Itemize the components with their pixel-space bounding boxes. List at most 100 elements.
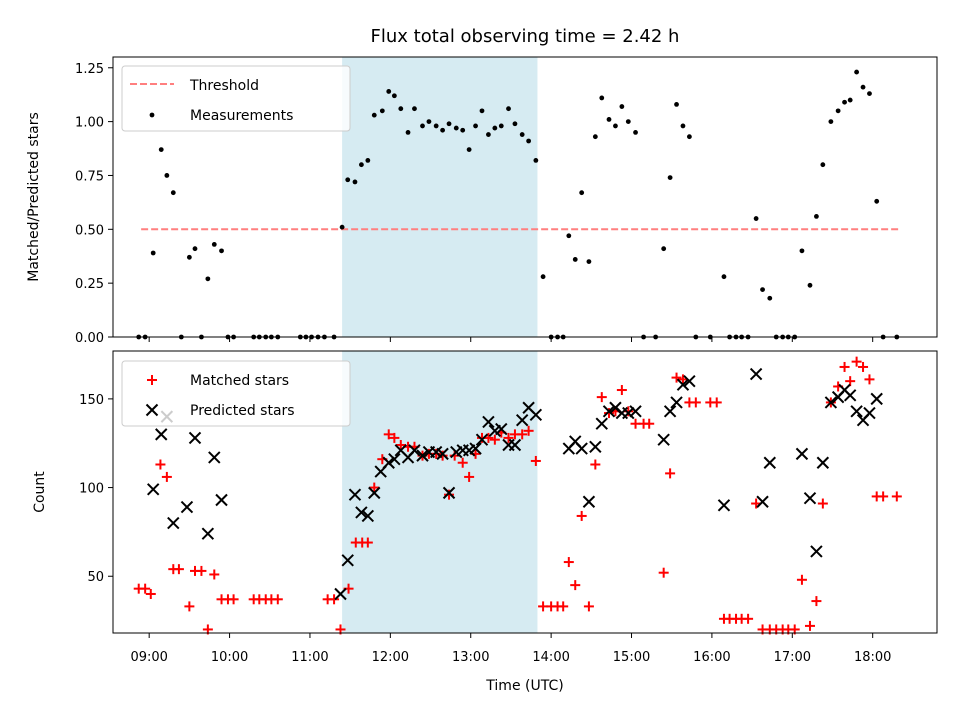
measurement-point xyxy=(835,108,841,114)
ratio-panel-observing-window xyxy=(342,57,538,337)
measurement-point xyxy=(592,134,598,140)
measurement-point xyxy=(492,125,498,131)
predicted-star-point xyxy=(188,431,202,445)
predicted-star-point xyxy=(208,451,221,464)
measurement-point xyxy=(192,246,198,252)
measurement-point xyxy=(613,123,618,129)
x-tick-label: 18:00 xyxy=(854,650,891,665)
matched-star-point xyxy=(845,376,856,387)
predicted-star-point xyxy=(495,422,508,436)
matched-star-point xyxy=(464,471,475,482)
predicted-star-point xyxy=(629,405,642,418)
predicted-star-point xyxy=(475,433,489,446)
measurement-point xyxy=(386,89,392,94)
measurement-point xyxy=(854,69,860,75)
measurement-point xyxy=(828,119,834,125)
matched-star-point xyxy=(796,574,807,585)
predicted-star-point xyxy=(795,447,809,461)
y-tick-label: 1.25 xyxy=(75,62,104,77)
y-tick-label: 0.75 xyxy=(75,169,104,184)
predicted-star-point xyxy=(663,405,677,418)
measurement-point xyxy=(807,282,813,288)
measurement-point xyxy=(359,162,364,168)
count-panel-y-axis: 50 100 150 xyxy=(79,393,113,585)
matched-star-point xyxy=(878,491,889,502)
matched-star-point xyxy=(558,601,569,612)
measurement-point xyxy=(799,248,805,254)
predicted-star-point xyxy=(348,488,362,501)
legend-predicted-label: Predicted stars xyxy=(190,403,295,419)
measurement-point xyxy=(345,177,351,183)
matched-star-point xyxy=(530,455,541,466)
matched-star-point xyxy=(517,429,528,440)
matched-star-point xyxy=(576,510,587,521)
x-tick-label: 12:00 xyxy=(372,650,409,665)
predicted-star-point xyxy=(575,442,588,455)
matched-star-point xyxy=(145,588,156,599)
matched-star-point xyxy=(503,432,514,443)
predicted-star-point xyxy=(482,415,495,429)
matched-star-point xyxy=(858,361,869,372)
measurement-point xyxy=(158,147,164,153)
x-tick-label: 16:00 xyxy=(693,650,730,665)
ratio-panel-legend-box xyxy=(121,65,351,132)
measurement-point xyxy=(170,190,176,196)
measurement-point xyxy=(498,123,504,129)
predicted-star-point xyxy=(803,492,817,505)
ratio-panel-legend: Threshold Measurements xyxy=(121,65,351,132)
measurement-point xyxy=(674,101,679,107)
x-tick-label: 13:00 xyxy=(452,650,489,665)
measurement-point xyxy=(661,246,667,252)
count-panel: 50 100 150 09:00 10:00 11:00 12:00 13:00 14:00 1… xyxy=(32,350,938,694)
x-tick-label: 10:00 xyxy=(211,650,248,665)
matched-star-point xyxy=(891,491,902,502)
count-panel-y-label: Count xyxy=(32,471,48,513)
measurement-point xyxy=(211,241,217,247)
measurement-point xyxy=(842,99,847,105)
measurement-point xyxy=(579,190,585,196)
ratio-panel-x-ticks xyxy=(148,337,874,342)
measurement-point xyxy=(440,127,445,133)
predicted-star-point xyxy=(167,516,180,530)
measurement-point xyxy=(847,97,853,103)
predicted-star-point xyxy=(215,493,228,507)
predicted-star-point xyxy=(146,483,160,496)
predicted-star-point xyxy=(508,438,522,452)
measurement-point xyxy=(433,123,439,129)
predicted-star-point xyxy=(816,456,830,469)
measurement-point xyxy=(186,254,192,260)
predicted-star-point xyxy=(180,500,194,514)
measurement-point xyxy=(164,173,170,178)
matched-star-point xyxy=(196,565,207,576)
y-tick-label: 1.00 xyxy=(75,116,104,131)
count-panel-legend: Matched stars Predicted stars xyxy=(121,360,351,427)
predicted-star-point xyxy=(334,587,347,601)
matched-star-point xyxy=(851,356,862,367)
measurement-point xyxy=(426,119,432,125)
measurement-point xyxy=(767,295,773,301)
legend-threshold-label: Threshold xyxy=(189,78,259,94)
predicted-star-point xyxy=(382,456,395,469)
count-panel-x-axis: 09:00 10:00 11:00 12:00 13:00 14:00 15:00 16:00… xyxy=(130,633,891,665)
matched-star-point xyxy=(671,372,682,383)
matched-star-point xyxy=(583,601,594,612)
predicted-star-point xyxy=(810,545,823,558)
matched-star-point xyxy=(644,418,655,429)
matched-star-point xyxy=(658,567,669,578)
predicted-star-point xyxy=(622,406,635,420)
measurement-point xyxy=(566,233,572,239)
measurement-point xyxy=(526,138,532,144)
x-axis-label: Time (UTC) xyxy=(485,678,563,694)
x-tick-label: 14:00 xyxy=(532,650,569,665)
x-tick-label: 11:00 xyxy=(291,650,328,665)
predicted-star-point xyxy=(515,413,529,427)
measurement-point xyxy=(606,117,612,122)
measurement-point xyxy=(466,147,472,153)
ratio-panel-y-label: Matched/Predicted stars xyxy=(26,112,42,282)
predicted-star-point xyxy=(341,554,354,567)
legend-measurements-label: Measurements xyxy=(190,108,293,124)
matched-star-point xyxy=(811,596,822,607)
y-tick-label: 0.50 xyxy=(75,223,104,238)
y-tick-label: 50 xyxy=(87,570,104,585)
predicted-star-point xyxy=(717,499,731,512)
